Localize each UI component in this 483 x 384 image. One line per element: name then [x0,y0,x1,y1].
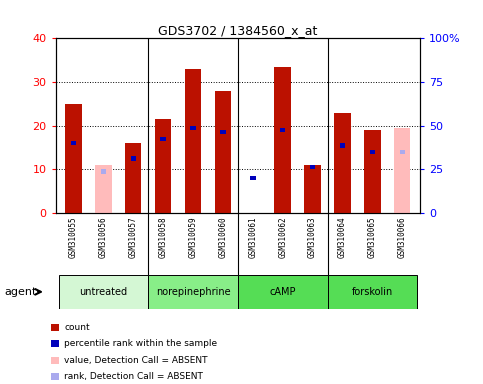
Text: percentile rank within the sample: percentile rank within the sample [64,339,217,348]
Bar [155,119,171,213]
Text: GSM310062: GSM310062 [278,216,287,258]
Text: rank, Detection Call = ABSENT: rank, Detection Call = ABSENT [64,372,203,381]
Text: GSM310066: GSM310066 [398,216,407,258]
Bar [58,275,148,309]
Text: count: count [64,323,90,332]
Text: value, Detection Call = ABSENT: value, Detection Call = ABSENT [64,356,208,365]
Bar [220,130,226,134]
Bar [394,128,411,213]
Bar [369,150,375,154]
Bar [274,67,291,213]
Title: GDS3702 / 1384560_x_at: GDS3702 / 1384560_x_at [158,24,317,37]
Text: untreated: untreated [79,287,128,297]
Bar [160,137,166,141]
Bar [71,141,76,146]
Text: GSM310057: GSM310057 [129,216,138,258]
Text: GSM310065: GSM310065 [368,216,377,258]
Bar [310,165,315,169]
Bar [250,176,256,180]
Bar [100,169,106,174]
Bar [327,275,417,309]
Bar [51,340,59,347]
Bar [65,104,82,213]
Text: GSM310058: GSM310058 [158,216,168,258]
Text: forskolin: forskolin [352,287,393,297]
Text: GSM310056: GSM310056 [99,216,108,258]
Text: norepinephrine: norepinephrine [156,287,230,297]
Bar [51,357,59,364]
Bar [148,275,238,309]
Text: cAMP: cAMP [270,287,296,297]
Bar [51,324,59,331]
Text: GSM310064: GSM310064 [338,216,347,258]
Bar [340,143,345,147]
Bar [51,373,59,380]
Bar [399,150,405,154]
Bar [185,69,201,213]
Text: GSM310059: GSM310059 [188,216,198,258]
Bar [238,275,327,309]
Bar [304,165,321,213]
Bar [95,165,112,213]
Bar [364,130,381,213]
Bar [334,113,351,213]
Bar [280,128,285,132]
Text: GSM310060: GSM310060 [218,216,227,258]
Bar [190,126,196,130]
Bar [125,143,142,213]
Text: GSM310063: GSM310063 [308,216,317,258]
Bar [130,156,136,161]
Text: agent: agent [5,287,37,297]
Text: GSM310061: GSM310061 [248,216,257,258]
Bar [215,91,231,213]
Text: GSM310055: GSM310055 [69,216,78,258]
